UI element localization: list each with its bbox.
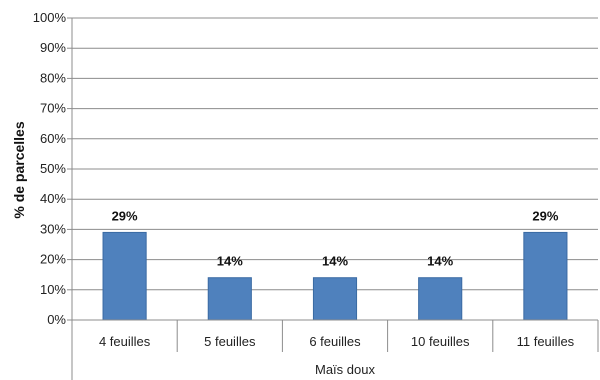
y-tick-label: 30%: [40, 221, 66, 236]
data-label: 14%: [217, 254, 243, 269]
y-tick-label: 10%: [40, 282, 66, 297]
y-axis-label: % de parcelles: [11, 121, 27, 218]
y-tick-label: 0%: [47, 312, 66, 327]
y-tick-label: 100%: [33, 10, 67, 25]
bar: [102, 231, 147, 321]
y-tick-label: 60%: [40, 131, 66, 146]
y-tick-label: 50%: [40, 161, 66, 176]
y-tick-label: 80%: [40, 70, 66, 85]
axes: [67, 17, 599, 380]
bar: [418, 277, 463, 321]
x-tick-label: 10 feuilles: [411, 334, 470, 349]
y-tick-label: 40%: [40, 191, 66, 206]
data-label: 14%: [322, 254, 348, 269]
x-tick-label: 6 feuilles: [309, 334, 361, 349]
data-label: 29%: [112, 208, 138, 223]
bar: [312, 277, 358, 321]
x-tick-label: 11 feuilles: [517, 334, 575, 349]
labels: 0% 10% 20% 30% 40% 50% 60% 70% 80% 90% 100% 29% 4 fe…: [33, 10, 575, 349]
grid-lines: [72, 17, 598, 291]
y-tick-label: 90%: [40, 40, 66, 55]
data-label: 14%: [427, 254, 453, 269]
y-tick-label: 70%: [40, 101, 66, 116]
y-tick-label: 20%: [40, 252, 66, 267]
x-group-label: Maïs doux: [315, 362, 375, 377]
x-tick-label: 4 feuilles: [99, 334, 151, 349]
bars: [102, 231, 568, 321]
x-tick-label: 5 feuilles: [204, 334, 256, 349]
data-label: 29%: [532, 208, 558, 223]
bar: [523, 231, 568, 321]
bar: [207, 277, 252, 321]
